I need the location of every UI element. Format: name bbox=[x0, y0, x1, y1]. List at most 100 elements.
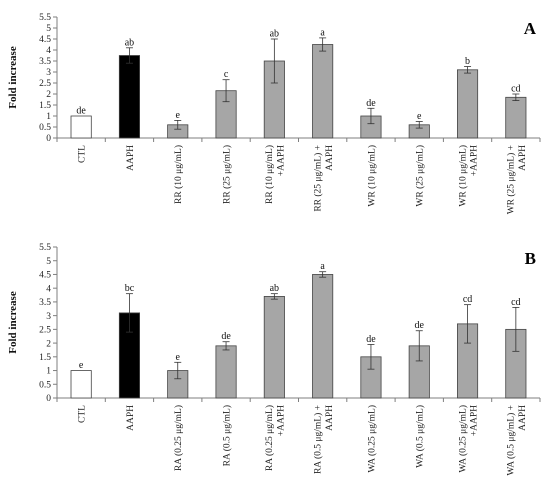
panel-b-category-label: WA (0.5 μg/mL) + AAPH bbox=[506, 405, 529, 476]
panel-a-panel-label: A bbox=[524, 19, 537, 38]
panel-b-significance-label: bc bbox=[125, 283, 135, 294]
panel-b-category-label-line: WA (0.25 μg/mL) bbox=[366, 405, 377, 473]
panel-b-category-label-line: +AAPH bbox=[277, 405, 287, 436]
panel-a-category-label: RR (10 μg/mL) bbox=[173, 145, 184, 204]
panel-b-significance-label: ab bbox=[270, 283, 279, 294]
panel-a-ytick-label: 0 bbox=[46, 134, 51, 144]
panel-a-chart: 00.511.522.533.544.555.5 Fold increase Ade… bbox=[7, 13, 541, 214]
panel-b-category-label-line: AAPH bbox=[518, 405, 528, 431]
panel-a-category-label-line: WR (10 μg/mL) bbox=[366, 145, 377, 207]
panel-b-bar bbox=[263, 296, 285, 399]
panel-a-ytick-label: 3.5 bbox=[39, 57, 51, 67]
panel-b-category-label-line: +AAPH bbox=[470, 405, 480, 436]
panel-b-ytick-label: 0 bbox=[46, 394, 51, 404]
panel-a-category-label: RR (25 μg/mL) bbox=[221, 145, 232, 204]
panel-a-significance-label: ab bbox=[125, 37, 134, 48]
panel-b-ytick-label: 5.5 bbox=[39, 243, 51, 253]
panel-b-category-label: WA (0.25 μg/mL) +AAPH bbox=[457, 405, 480, 473]
panel-b-category-label-line: AAPH bbox=[325, 405, 335, 431]
panel-b-ytick-label: 0.5 bbox=[39, 380, 51, 390]
panel-b-ytick-label: 4 bbox=[46, 284, 51, 294]
panel-a-significance-label: c bbox=[224, 69, 229, 80]
panel-a-significance-label: cd bbox=[511, 84, 520, 95]
panel-a-category-label: AAPH bbox=[126, 145, 136, 171]
panel-b-significance-label: de bbox=[221, 331, 231, 342]
panel-b-significance-label: e bbox=[79, 360, 84, 371]
panel-b-chart: 0 0.5 1 1.5 2 2.5 3 3.5 4 4.5 5 5.5 Fold increase Be C… bbox=[7, 243, 541, 476]
panel-a-category-label-line: RR (10 μg/mL) bbox=[173, 145, 184, 204]
panel-a-category-label: CTL bbox=[77, 145, 87, 163]
panel-b-ytick-label: 4.5 bbox=[39, 271, 51, 281]
panel-a-significance-label: a bbox=[320, 27, 325, 38]
panel-a-significance-label: e bbox=[176, 110, 181, 121]
panel-a-ytick-label: 5 bbox=[46, 24, 51, 34]
panel-a-ytick-label: 1.5 bbox=[39, 101, 51, 111]
panel-a-ytick-label: 4.5 bbox=[39, 35, 51, 45]
panel-a-ytick-label: 3 bbox=[46, 68, 51, 78]
panel-b-bar bbox=[215, 345, 237, 399]
panel-a-significance-label: e bbox=[417, 111, 422, 122]
panel-b-category-label-line: AAPH bbox=[126, 405, 136, 431]
panel-b-ytick-label: 1 bbox=[46, 367, 51, 377]
panel-b-ytick-label: 3.5 bbox=[39, 298, 51, 308]
panel-a-ytick-label: 4 bbox=[46, 46, 51, 56]
panel-b-category-label-line: RA (0.5 μg/mL) + bbox=[312, 405, 323, 474]
panel-a-category-label-line: WR (10 μg/mL) bbox=[457, 145, 468, 207]
panel-a-bar bbox=[118, 55, 140, 139]
panel-a-bar bbox=[505, 96, 527, 139]
panel-a-bar bbox=[312, 44, 334, 139]
panel-a-category-label-line: AAPH bbox=[126, 145, 136, 171]
panel-b-category-label-line: WA (0.5 μg/mL) bbox=[415, 405, 426, 468]
panel-b-significance-label: cd bbox=[511, 297, 520, 308]
panel-b-bar bbox=[70, 370, 92, 399]
panel-a-category-label-line: +AAPH bbox=[277, 145, 287, 176]
panel-b-ytick-label: 1.5 bbox=[39, 353, 51, 363]
panel-a-y-axis-title: Fold increase bbox=[7, 46, 19, 109]
panel-a-category-label: WR (10 μg/mL) +AAPH bbox=[457, 145, 480, 207]
panel-b-category-label: AAPH bbox=[126, 405, 136, 431]
panel-b-y-axis-title: Fold increase bbox=[7, 291, 19, 354]
panel-b-ytick-label: 3 bbox=[46, 312, 51, 322]
panel-b-category-label: RA (0.5 μg/mL) bbox=[221, 405, 232, 466]
panel-b-category-label: RA (0.5 μg/mL) + AAPH bbox=[312, 405, 335, 474]
panel-a-ytick-label: 2 bbox=[46, 90, 51, 100]
panel-b-significance-label: de bbox=[415, 320, 425, 331]
panel-b-significance-label: cd bbox=[463, 294, 472, 305]
panel-a-ytick-label: 5.5 bbox=[39, 13, 51, 23]
panel-a-category-label-line: RR (25 μg/mL) bbox=[221, 145, 232, 204]
panel-a-category-label: WR (25 μg/mL) + AAPH bbox=[506, 145, 529, 214]
panel-a-category-label: WR (10 μg/mL) bbox=[366, 145, 377, 207]
panel-b-category-label: RA (0.25 μg/mL) bbox=[173, 405, 184, 471]
panel-b-significance-label: a bbox=[320, 261, 325, 272]
panel-b-category-label-line: RA (0.5 μg/mL) bbox=[221, 405, 232, 466]
panel-b-category-label: CTL bbox=[77, 405, 87, 423]
panel-b-category-label-line: CTL bbox=[77, 405, 87, 423]
panel-b-ytick-label: 5 bbox=[46, 257, 51, 267]
panel-a-category-label-line: AAPH bbox=[325, 145, 335, 171]
panel-a-bar bbox=[70, 115, 92, 139]
panel-a-ytick-label: 2.5 bbox=[39, 79, 51, 89]
panel-a-category-label: WR (25 μg/mL) bbox=[415, 145, 426, 207]
panel-b-category-label-line: WA (0.5 μg/mL) + bbox=[506, 405, 517, 476]
panel-a-category-label-line: WR (25 μg/mL) bbox=[415, 145, 426, 207]
panel-a-significance-label: de bbox=[76, 106, 86, 117]
panel-b-bar bbox=[312, 274, 334, 399]
panel-a-category-label-line: +AAPH bbox=[470, 145, 480, 176]
panel-a-category-label: RR (10 μg/mL) +AAPH bbox=[264, 145, 287, 204]
panel-a-bar bbox=[457, 69, 479, 139]
panel-a-significance-label: ab bbox=[270, 29, 279, 40]
panel-b-significance-label: e bbox=[176, 352, 181, 363]
panel-b-category-label-line: RA (0.25 μg/mL) bbox=[173, 405, 184, 471]
panel-a-category-label-line: AAPH bbox=[518, 145, 528, 171]
panel-b-ytick-label: 2.5 bbox=[39, 326, 51, 336]
panel-b-category-label: RA (0.25 μg/mL) +AAPH bbox=[264, 405, 287, 471]
panel-a-significance-label: de bbox=[366, 98, 376, 109]
panel-b-category-label-line: RA (0.25 μg/mL) bbox=[264, 405, 275, 471]
panel-b-panel-label: B bbox=[525, 249, 536, 268]
panel-b-category-label: WA (0.25 μg/mL) bbox=[366, 405, 377, 473]
panel-a-category-label: RR (25 μg/mL) + AAPH bbox=[312, 145, 335, 212]
panel-a-category-label-line: RR (25 μg/mL) + bbox=[312, 145, 323, 212]
panel-a-category-label-line: CTL bbox=[77, 145, 87, 163]
panel-b-category-label: WA (0.5 μg/mL) bbox=[415, 405, 426, 468]
